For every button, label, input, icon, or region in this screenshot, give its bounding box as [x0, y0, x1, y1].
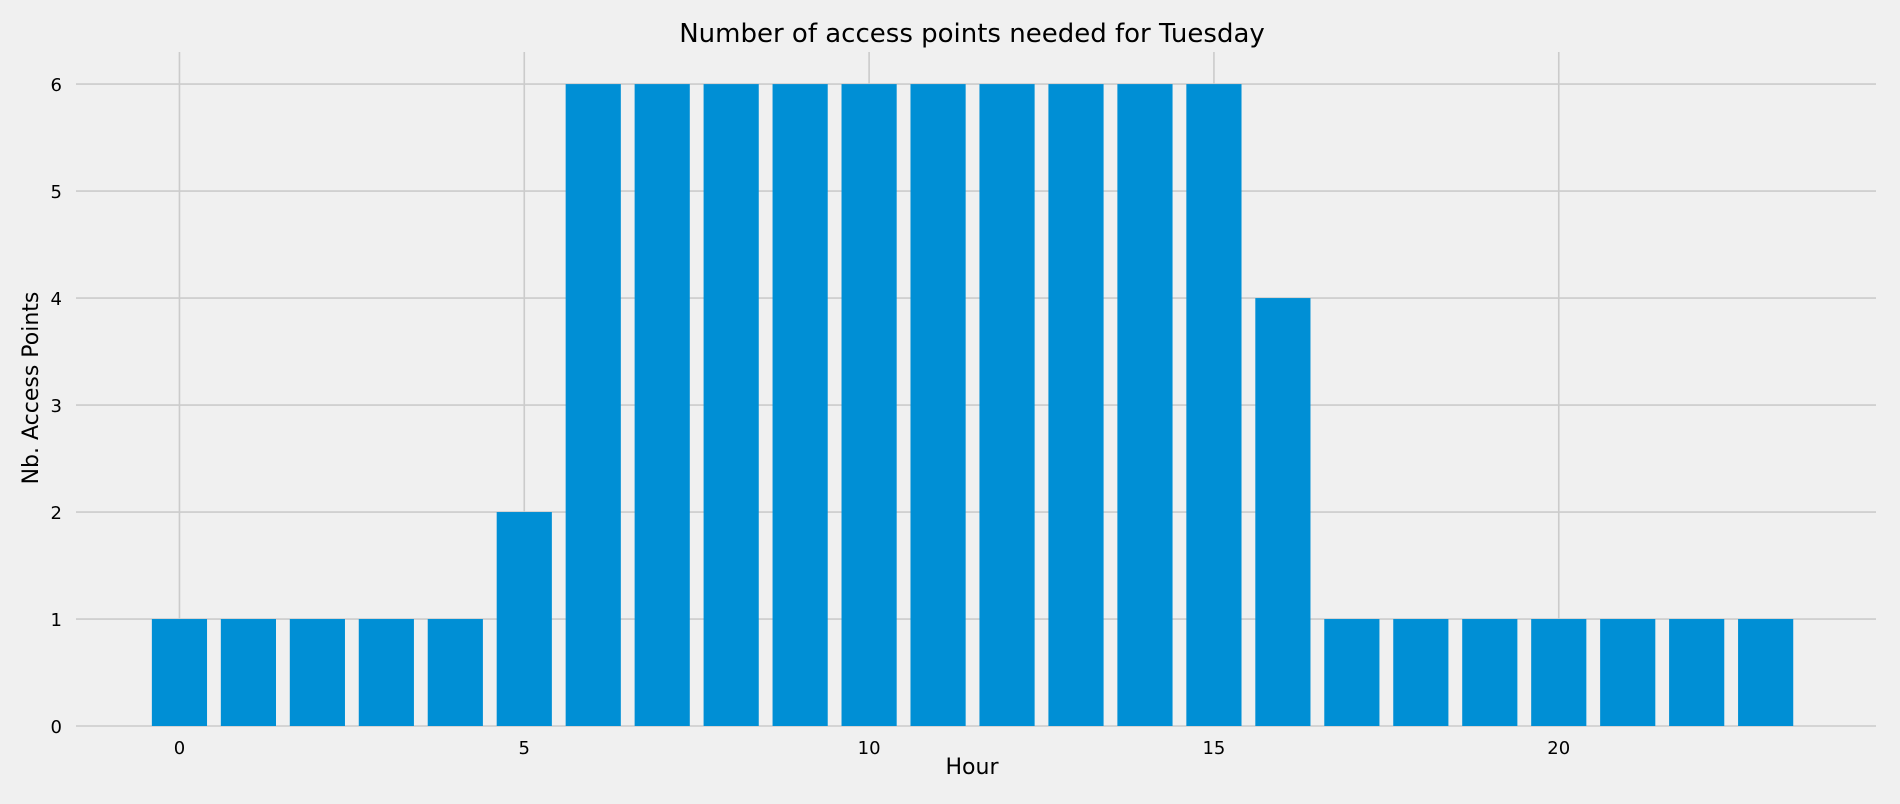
bar-hour-15 [1186, 84, 1242, 727]
bar-hour-22 [1669, 619, 1725, 726]
bar-hour-21 [1600, 619, 1656, 726]
bar-hour-10 [841, 84, 897, 727]
y-tick-label: 1 [51, 610, 62, 631]
bar-hour-20 [1531, 619, 1587, 726]
bar-hour-23 [1738, 619, 1794, 726]
bar-hour-14 [1117, 84, 1173, 727]
bar-hour-18 [1393, 619, 1449, 726]
x-tick-label: 20 [1547, 738, 1570, 759]
bars [151, 84, 1794, 727]
bar-hour-9 [772, 84, 828, 727]
x-axis-label: Hour [946, 755, 1000, 780]
bar-hour-17 [1324, 619, 1380, 726]
bar-hour-12 [979, 84, 1035, 727]
bar-hour-0 [151, 619, 208, 726]
y-axis-label: Nb. Access Points [19, 292, 44, 485]
x-tick-label: 0 [174, 738, 185, 759]
chart-title: Number of access points needed for Tuesd… [679, 19, 1265, 49]
bar-hour-13 [1048, 84, 1104, 727]
y-tick-label: 5 [51, 182, 62, 203]
bar-hour-8 [703, 84, 759, 727]
y-tick-label: 2 [51, 503, 62, 524]
y-tick-labels: 0 1 2 3 4 5 6 [51, 75, 62, 738]
bar-hour-5 [496, 512, 552, 726]
bar-hour-7 [634, 84, 690, 727]
bar-hour-19 [1462, 619, 1518, 726]
bar-hour-6 [565, 84, 621, 727]
x-tick-label: 15 [1202, 738, 1225, 759]
x-tick-label: 10 [858, 738, 881, 759]
bar-hour-11 [910, 84, 966, 727]
bar-hour-4 [427, 619, 483, 726]
bar-hour-16 [1255, 298, 1311, 726]
x-tick-label: 5 [519, 738, 530, 759]
y-tick-label: 3 [51, 396, 62, 417]
bar-hour-1 [220, 619, 276, 726]
bar-hour-3 [358, 619, 414, 726]
x-tick-labels: 0 5 10 15 20 [174, 738, 1570, 759]
y-tick-label: 0 [51, 717, 62, 738]
y-tick-label: 4 [51, 289, 62, 310]
y-tick-label: 6 [51, 75, 62, 96]
bar-hour-2 [289, 619, 345, 726]
